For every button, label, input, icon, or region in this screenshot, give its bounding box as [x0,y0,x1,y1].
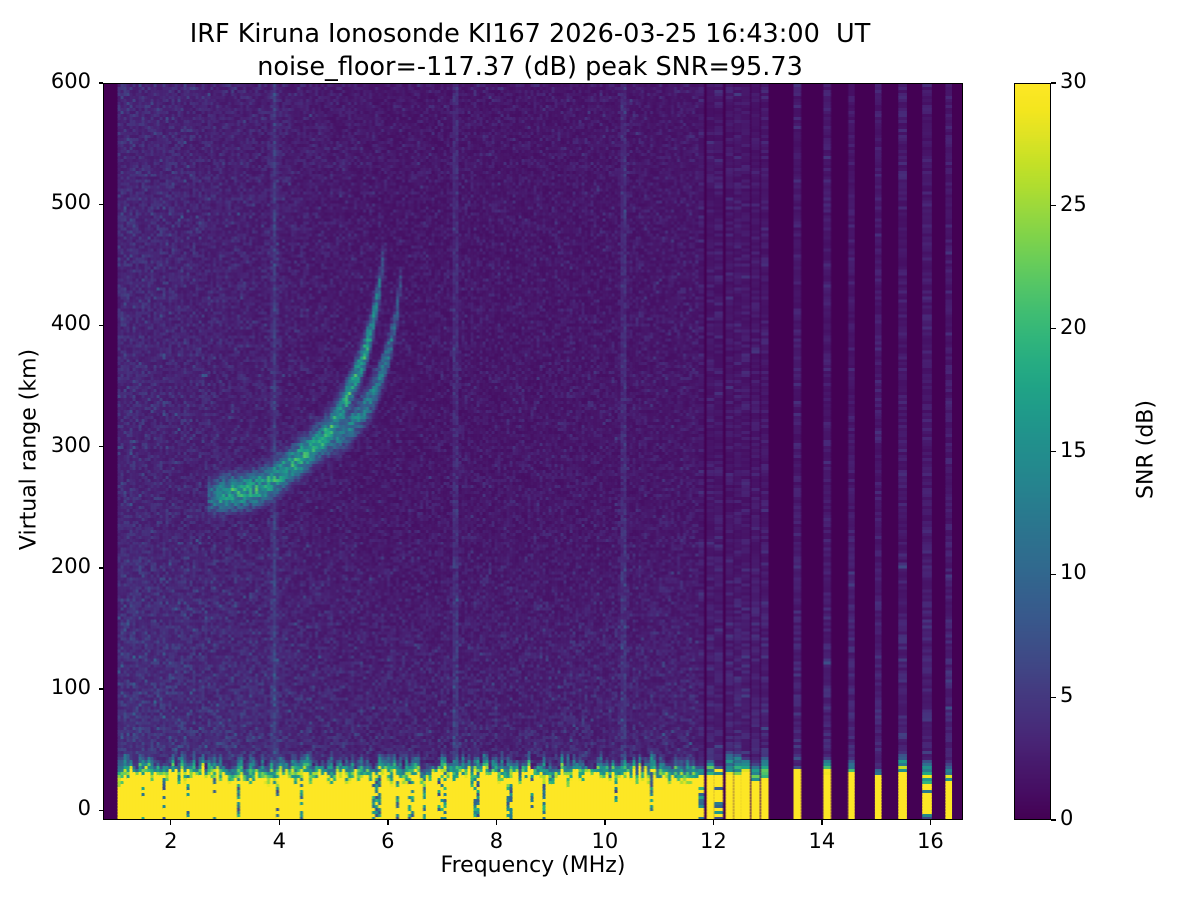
colorbar-tick-mark [1051,82,1056,84]
y-tick-label: 400 [50,311,91,336]
title-line-2: noise_floor=-117.37 (dB) peak SNR=95.73 [257,52,803,82]
colorbar-tick-label: 20 [1060,314,1087,339]
ionogram-plot-area [103,83,963,820]
y-tick-label: 200 [50,553,91,578]
x-tick-mark [821,820,823,825]
x-tick-label: 12 [700,829,727,853]
x-tick-label: 2 [164,829,178,853]
colorbar-tick-label: 10 [1060,560,1087,585]
colorbar-tick-label: 0 [1060,806,1074,830]
y-tick-mark [98,688,103,690]
x-tick-label: 10 [591,829,619,853]
y-tick-label: 500 [50,190,91,215]
x-tick-label: 6 [381,829,395,853]
figure-title: IRF Kiruna Ionosonde KI167 2026-03-25 16… [0,18,1060,84]
y-tick-mark [98,203,103,205]
colorbar [1014,83,1051,820]
colorbar-tick-mark [1051,205,1056,207]
colorbar-label: SNR (dB) [1133,400,1159,499]
y-tick-label: 300 [50,432,91,457]
x-tick-mark [495,820,498,825]
colorbar-tick-mark [1051,573,1056,575]
x-tick-mark [712,820,715,825]
x-tick-mark [278,820,280,825]
y-tick-label: 0 [77,796,91,821]
colorbar-tick-label: 25 [1060,191,1087,216]
y-axis-label: Virtual range (km) [16,348,42,551]
y-tick-mark [98,324,103,327]
ionogram-heatmap-canvas [104,84,962,819]
x-tick-mark [387,820,389,825]
y-tick-mark [98,809,103,811]
x-tick-mark [604,820,606,825]
colorbar-gradient [1015,84,1050,819]
y-tick-mark [98,446,103,448]
x-tick-mark [929,820,932,825]
y-tick-mark [98,82,103,84]
x-axis-label: Frequency (MHz) [440,853,626,878]
y-tick-label: 100 [50,675,91,700]
x-tick-mark [170,820,172,825]
y-tick-label: 600 [50,69,91,93]
colorbar-tick-mark [1051,819,1056,821]
x-tick-label: 14 [808,829,836,853]
x-tick-label: 8 [489,829,504,853]
colorbar-tick-label: 15 [1060,437,1087,462]
title-line-1: IRF Kiruna Ionosonde KI167 2026-03-25 16… [189,19,871,49]
colorbar-tick-mark [1051,450,1056,453]
colorbar-tick-mark [1051,328,1056,330]
colorbar-tick-mark [1051,696,1056,698]
x-tick-label: 16 [917,829,944,853]
colorbar-tick-label: 30 [1060,69,1087,93]
y-tick-mark [98,567,103,569]
x-tick-label: 4 [272,829,287,853]
colorbar-tick-label: 5 [1060,683,1074,708]
